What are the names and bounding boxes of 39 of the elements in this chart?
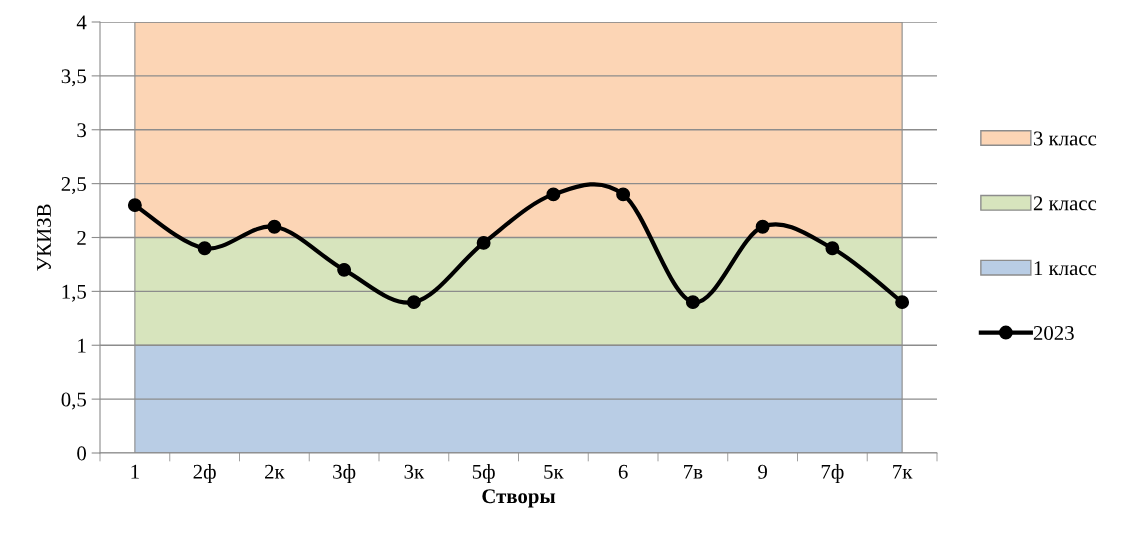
point <box>127 198 142 213</box>
y-tick-label: 2 <box>77 230 86 245</box>
point <box>337 262 352 277</box>
x-tick-label: 9 <box>758 464 767 479</box>
y-tick-label: 3 <box>77 123 86 138</box>
point <box>616 187 631 202</box>
x-tick-label: 7ф <box>821 464 844 483</box>
point <box>406 295 421 310</box>
x-tick-label: 5к <box>544 464 564 479</box>
y-tick-label: 0,5 <box>61 392 86 410</box>
point <box>546 187 561 202</box>
legend-label: 2 класс <box>1033 196 1097 211</box>
x-tick-label: 3к <box>404 464 425 479</box>
y-tick-label: 4 <box>76 15 87 30</box>
y-tick-label: 0 <box>77 446 87 461</box>
point <box>755 219 770 234</box>
legend-label: 2023 <box>1033 326 1074 341</box>
x-tick-label: 2ф <box>193 464 216 483</box>
x-axis-title: Створы <box>482 489 556 508</box>
y-tick-label: 1 <box>78 338 86 353</box>
x-tick-label: 7в <box>684 464 703 479</box>
point <box>895 295 910 310</box>
legend-label: 1 класс <box>1034 261 1097 276</box>
x-tick-label: 1 <box>131 464 139 479</box>
legend-label: 3 класс <box>1033 131 1097 146</box>
x-tick-label: 6 <box>618 464 628 479</box>
y-axis-title: УКИЗВ <box>36 204 51 271</box>
x-tick-label: 2к <box>265 464 285 479</box>
x-tick-label: 3ф <box>333 464 356 483</box>
y-tick-label: 2,5 <box>61 177 86 195</box>
x-tick-label: 5ф <box>472 464 495 483</box>
point <box>685 295 700 310</box>
y-tick-label: 3,5 <box>61 69 86 87</box>
point <box>825 241 840 256</box>
point <box>197 241 212 256</box>
point <box>267 219 282 234</box>
x-tick-label: 7к <box>893 464 913 479</box>
y-tick-label: 1,5 <box>62 284 86 302</box>
point <box>476 235 491 250</box>
